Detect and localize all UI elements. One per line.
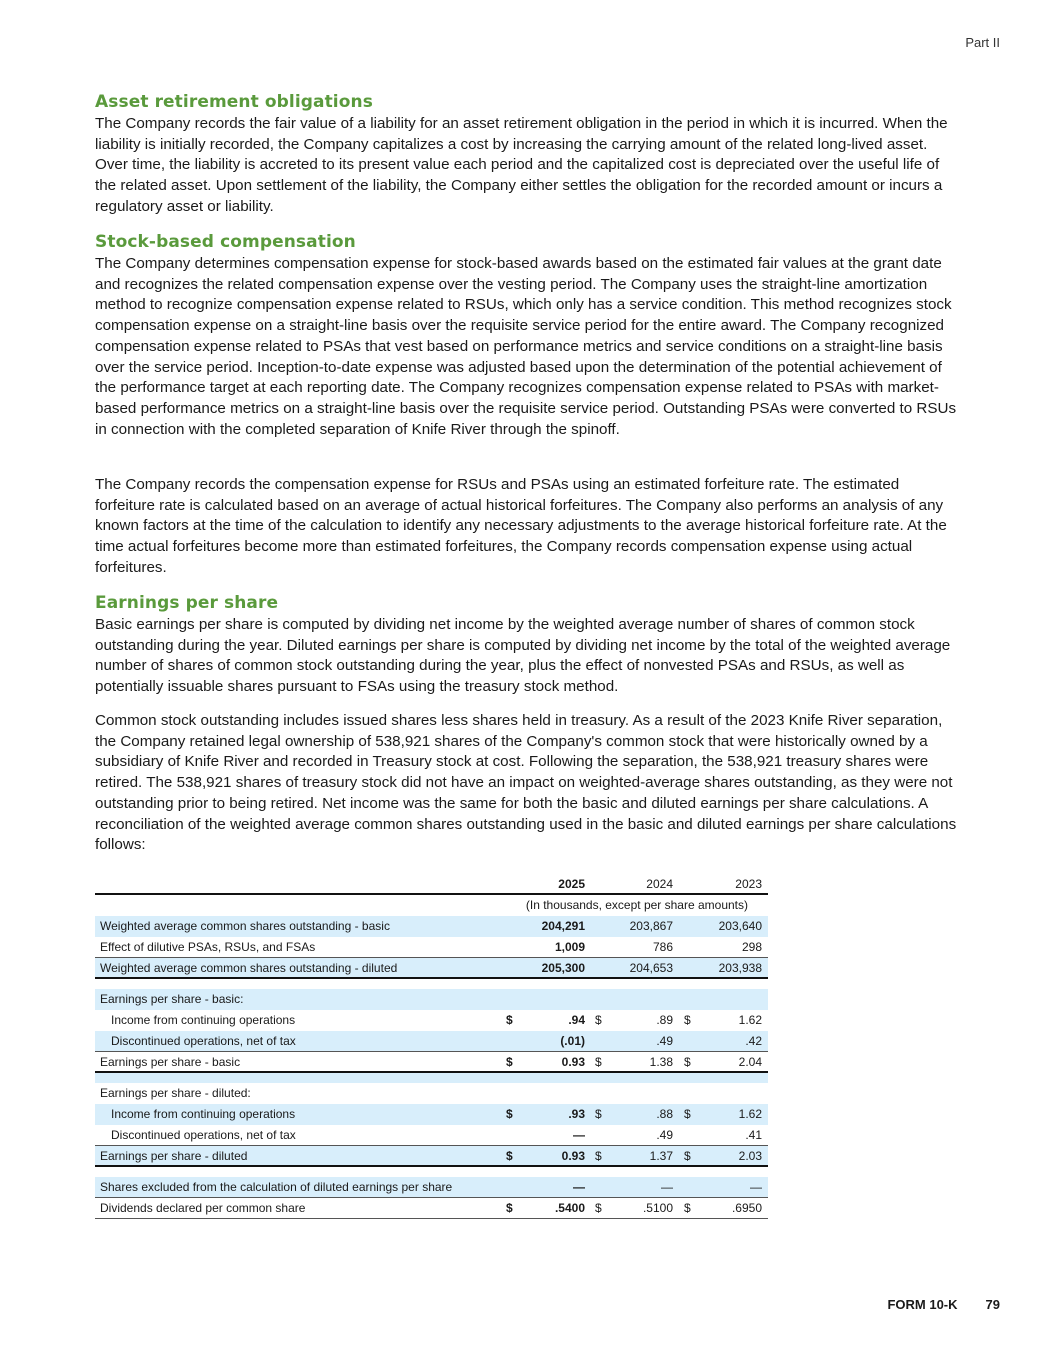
value-2024: .49 [656,1128,673,1142]
year-header: 2024 [646,877,673,891]
paragraph: The Company records the compensation exp… [95,476,947,576]
value-2023: .42 [745,1034,762,1048]
value-2023: .6950 [731,1201,762,1215]
value-2025: 0.93 [561,1149,585,1163]
table-row: Income from continuing operations $ .93 $ .8… [95,1104,768,1125]
value-2024: 1.38 [649,1055,673,1069]
value-2023: 1.62 [738,1107,762,1121]
row-label: Earnings per share - basic: [100,992,244,1006]
spacer-row [95,1167,768,1177]
table-header-row: 2025 2024 2023 [95,874,768,895]
row-label: Weighted average common shares outstandi… [100,961,398,975]
page-number: 79 [985,1297,1000,1312]
value-2023: 298 [741,940,762,954]
value-2024: — [661,1180,673,1194]
currency-symbol: $ [506,1013,513,1027]
form-label: FORM 10-K [887,1297,958,1312]
value-2025: — [573,1128,585,1142]
value-2025: .94 [568,1013,585,1027]
value-2025: 0.93 [561,1055,585,1069]
value-2024: .89 [656,1013,673,1027]
currency-symbol: $ [595,1013,602,1027]
table-row: Weighted average common shares outstandi… [95,916,768,937]
currency-symbol: $ [684,1055,691,1069]
table-row: Effect of dilutive PSAs, RSUs, and FSAs 1… [95,937,768,958]
value-2024: .49 [656,1034,673,1048]
currency-symbol: $ [684,1201,691,1215]
value-2025: .5400 [554,1201,585,1215]
value-2023: 203,640 [718,919,762,933]
value-2025: (.01) [560,1034,585,1048]
heading-asset-retirement: Asset retirement obligations [95,92,373,112]
year-header: 2023 [735,877,762,891]
value-2023: 203,938 [718,961,762,975]
row-label: Effect of dilutive PSAs, RSUs, and FSAs [100,940,316,954]
heading-earnings-per-share: Earnings per share [95,593,279,613]
currency-symbol: $ [506,1201,513,1215]
heading-stock-compensation: Stock-based compensation [95,232,356,252]
value-2024: .88 [656,1107,673,1121]
value-2024: 203,867 [629,919,673,933]
currency-symbol: $ [595,1107,602,1121]
table-row: Earnings per share - diluted: [95,1083,768,1104]
row-label: Weighted average common shares outstandi… [100,919,390,933]
row-label: Dividends declared per common share [100,1201,306,1215]
table-row: Earnings per share - basic: [95,989,768,1010]
value-2025: — [573,1180,585,1194]
row-label: Discontinued operations, net of tax [111,1034,296,1048]
table-row: Income from continuing operations $ .94 $ .8… [95,1010,768,1031]
table-row: Earnings per share - diluted $0.93 $1.37 $2… [95,1146,768,1167]
eps-table: 2025 2024 2023 (In thousands, except per… [95,874,768,1219]
row-label: Shares excluded from the calculation of … [100,1180,453,1194]
spacer-row [95,979,768,989]
row-label: Income from continuing operations [111,1013,296,1027]
row-label: Earnings per share - basic [100,1055,241,1069]
page-footer: FORM 10-K 79 [859,1297,1000,1312]
table-row: Weighted average common shares outstandi… [95,958,768,979]
units-note: (In thousands, except per share amounts) [525,898,748,912]
value-2024: 1.37 [649,1149,673,1163]
spacer-row [95,1073,768,1083]
value-2024: 204,653 [629,961,673,975]
value-2023: .41 [745,1128,762,1142]
currency-symbol: $ [506,1107,513,1121]
value-2023: 2.04 [738,1055,762,1069]
currency-symbol: $ [595,1201,602,1215]
value-2024: 786 [652,940,673,954]
value-2025: 1,009 [554,940,585,954]
units-row: (In thousands, except per share amounts) [95,895,768,916]
table-row: Earnings per share - basic $0.93 $1.38 $2.0… [95,1052,768,1073]
paragraph: Basic earnings per share is computed by … [95,616,951,696]
year-header: 2025 [558,877,585,891]
table-row: Discontinued operations, net of tax — .49.… [95,1125,768,1146]
row-label: Earnings per share - diluted: [100,1086,251,1100]
value-2025: 204,291 [541,919,585,933]
currency-symbol: $ [595,1055,602,1069]
value-2023: 2.03 [738,1149,762,1163]
table-row: Dividends declared per common share $ .540… [95,1198,768,1219]
part-label: Part II [965,35,1000,50]
value-2023: — [750,1180,762,1194]
paragraph: The Company records the fair value of a … [95,115,948,215]
value-2024: .5100 [642,1201,673,1215]
value-2023: 1.62 [738,1013,762,1027]
currency-symbol: $ [595,1149,602,1163]
table-row: Shares excluded from the calculation of … [95,1177,768,1198]
paragraph: The Company determines compensation expe… [95,255,957,438]
value-2025: 205,300 [541,961,585,975]
currency-symbol: $ [506,1149,513,1163]
currency-symbol: $ [684,1107,691,1121]
currency-symbol: $ [684,1149,691,1163]
row-label: Earnings per share - diluted [100,1149,248,1163]
table-row: Discontinued operations, net of tax (.01)… [95,1031,768,1052]
currency-symbol: $ [506,1055,513,1069]
row-label: Income from continuing operations [111,1107,296,1121]
currency-symbol: $ [684,1013,691,1027]
value-2025: .93 [568,1107,585,1121]
row-label: Discontinued operations, net of tax [111,1128,296,1142]
paragraph: Common stock outstanding includes issued… [95,712,957,854]
